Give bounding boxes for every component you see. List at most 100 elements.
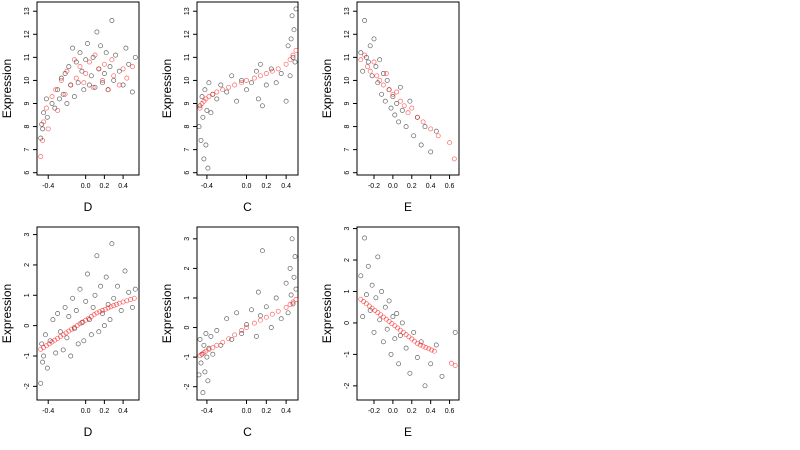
data-point	[268, 66, 274, 72]
data-point	[367, 68, 373, 74]
data-point	[94, 253, 100, 259]
data-point	[129, 64, 135, 70]
x-tick-label: 0.4	[281, 183, 291, 190]
data-point	[388, 351, 394, 357]
data-point	[206, 94, 212, 100]
data-point	[372, 307, 378, 313]
data-point	[203, 331, 209, 336]
y-axis: -2 -1 0 1 2 3 Expression	[160, 237, 197, 390]
data-point	[101, 323, 107, 329]
data-point	[403, 332, 409, 338]
data-point	[244, 87, 249, 93]
data-point	[374, 73, 380, 79]
y-tick-label: 9	[184, 101, 191, 105]
data-point	[257, 73, 263, 79]
data-point	[103, 50, 109, 56]
data-point	[366, 303, 372, 309]
data-point	[399, 107, 405, 113]
y-tick-label: -1	[344, 351, 351, 357]
data-point	[55, 107, 61, 113]
data-point	[208, 110, 214, 116]
data-point	[88, 73, 94, 79]
data-point	[226, 84, 232, 90]
data-point	[105, 305, 111, 311]
data-point	[92, 84, 98, 90]
y-tick-label: 1	[24, 293, 31, 297]
data-point	[102, 306, 108, 312]
data-point	[361, 299, 367, 304]
y-tick-label: 3	[344, 227, 351, 231]
data-point	[409, 105, 415, 111]
x-axis-title: E	[404, 425, 412, 439]
data-point	[43, 105, 49, 111]
data-point	[114, 301, 119, 307]
data-point	[365, 263, 371, 269]
data-point	[369, 282, 375, 288]
y-tick-label: -1	[24, 353, 31, 359]
data-point	[224, 316, 230, 322]
series-1	[38, 18, 138, 141]
data-point	[234, 310, 240, 316]
data-point	[367, 43, 373, 49]
data-point	[79, 68, 85, 74]
data-point	[433, 128, 439, 134]
data-point	[101, 61, 107, 67]
data-point	[288, 36, 294, 42]
data-point	[253, 333, 259, 339]
data-point	[375, 310, 381, 316]
x-axis: -0.4 0.0 0.2 0.4 C	[201, 400, 291, 439]
data-point	[129, 304, 135, 310]
data-point	[263, 304, 269, 310]
data-point	[208, 333, 214, 339]
plot-frame	[36, 1, 140, 176]
data-point	[49, 101, 55, 106]
data-point	[71, 94, 77, 100]
y-tick-label: 7	[184, 148, 191, 152]
data-point	[360, 68, 366, 74]
data-point	[283, 61, 289, 67]
data-point	[288, 292, 294, 298]
x-tick-label: -0.2	[368, 408, 380, 415]
data-point	[53, 350, 59, 356]
data-point	[373, 64, 379, 70]
data-point	[101, 71, 107, 76]
data-point	[293, 47, 299, 53]
y-tick-label: 2	[344, 258, 351, 262]
data-point	[201, 342, 207, 348]
data-point	[289, 236, 295, 242]
data-point	[94, 29, 100, 35]
data-point	[126, 61, 132, 67]
data-point	[203, 142, 209, 148]
y-tick-label: 10	[184, 76, 191, 84]
data-point	[394, 311, 400, 316]
data-point	[109, 18, 115, 23]
y-tick-label: 6	[184, 171, 191, 175]
x-axis-title: D	[84, 200, 93, 214]
data-point	[433, 342, 439, 348]
data-point	[85, 271, 90, 277]
plot-frame	[356, 226, 460, 401]
data-point	[447, 140, 453, 146]
data-point	[429, 347, 435, 353]
data-point	[124, 75, 130, 81]
data-point	[120, 66, 126, 72]
y-tick-label: 10	[24, 76, 31, 84]
x-axis: -0.4 0.0 0.2 0.4 D	[42, 400, 128, 439]
data-point	[116, 68, 122, 74]
data-point	[64, 101, 70, 106]
data-point	[77, 286, 83, 292]
data-point	[263, 82, 269, 88]
data-point	[358, 50, 364, 56]
data-point	[40, 359, 46, 365]
data-point	[75, 341, 81, 347]
data-point	[373, 295, 379, 301]
data-point	[218, 82, 224, 88]
data-point	[369, 73, 375, 79]
data-point	[109, 57, 115, 63]
data-point	[206, 80, 212, 86]
series-1	[358, 18, 439, 155]
data-point	[123, 45, 129, 51]
data-point	[278, 71, 284, 76]
x-axis: -0.4 0.0 0.2 0.4 C	[201, 175, 291, 214]
